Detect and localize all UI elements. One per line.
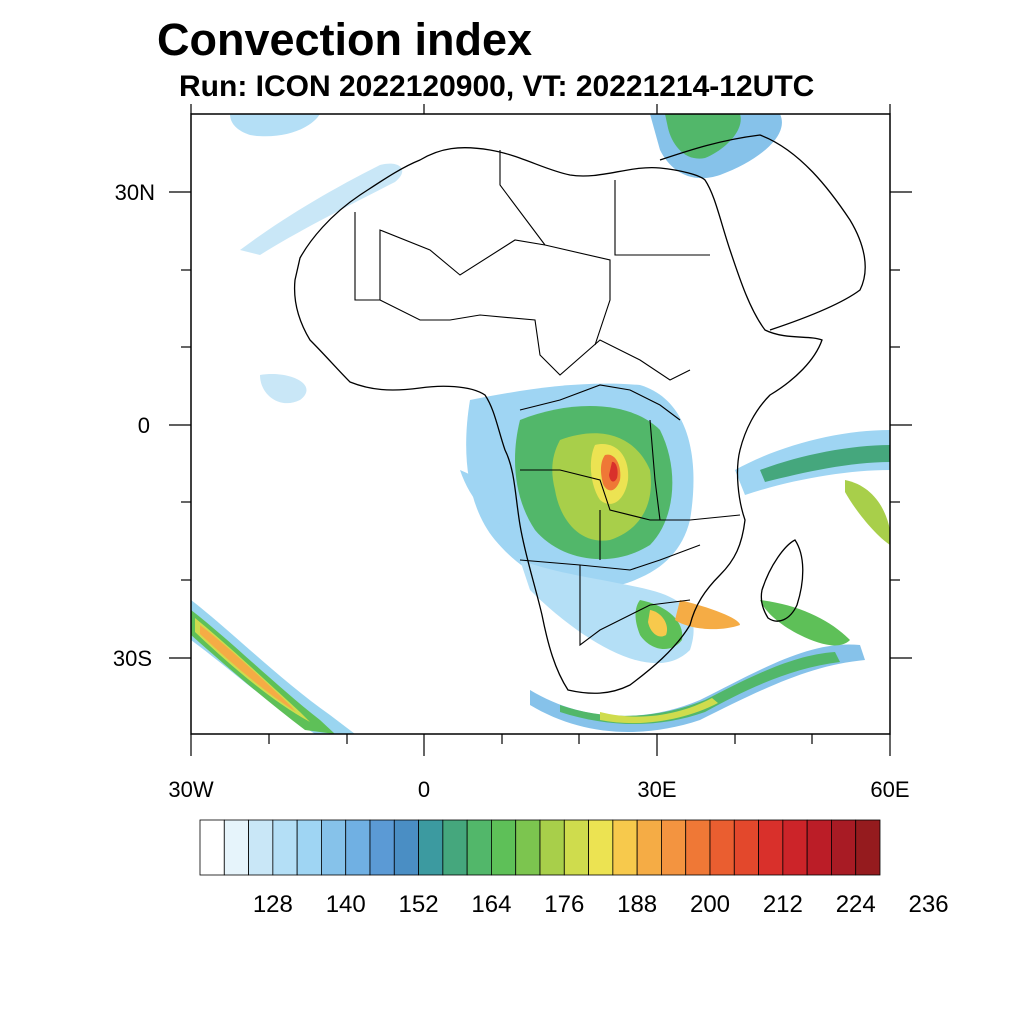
colorbar-swatch (466, 819, 492, 876)
colorbar-swatch (393, 819, 419, 876)
colorbar-label: 188 (617, 891, 657, 918)
y-tick-label: 30S (113, 646, 152, 671)
x-tick-label: 30E (637, 777, 676, 802)
coastlines (293, 134, 866, 694)
colorbar-swatch (248, 819, 274, 876)
colorbar (199, 819, 881, 876)
colorbar-swatch (418, 819, 444, 876)
colorbar-swatch (272, 819, 298, 876)
colorbar-swatch (806, 819, 832, 876)
colorbar-label: 200 (690, 891, 730, 918)
x-tick-label: 60E (870, 777, 909, 802)
colorbar-swatch (636, 819, 662, 876)
country-borders (354, 150, 741, 647)
colorbar-swatch (296, 819, 322, 876)
colorbar-swatch (612, 819, 638, 876)
x-tick-label: 0 (418, 777, 430, 802)
colorbar-swatch (539, 819, 565, 876)
colorbar-label: 128 (253, 891, 293, 918)
colorbar-label: 224 (836, 891, 876, 918)
colorbar-label: 212 (763, 891, 803, 918)
colorbar-label: 152 (399, 891, 439, 918)
colorbar-swatch (661, 819, 687, 876)
colorbar-label: 140 (326, 891, 366, 918)
colorbar-swatch (733, 819, 759, 876)
map-frame (190, 113, 891, 735)
colorbar-labels: 128 140 152 164 176 188 200 212 224 236 (253, 891, 949, 918)
colorbar-swatch (709, 819, 735, 876)
colorbar-swatch (758, 819, 784, 876)
x-tick-label: 30W (168, 777, 213, 802)
colorbar-swatch (369, 819, 395, 876)
colorbar-label: 236 (909, 891, 949, 918)
colorbar-swatch (685, 819, 711, 876)
convection-field (191, 114, 890, 734)
colorbar-label: 176 (544, 891, 584, 918)
colorbar-swatch (223, 819, 249, 876)
colorbar-swatch (442, 819, 468, 876)
colorbar-swatch (199, 819, 225, 876)
colorbar-swatch (515, 819, 541, 876)
colorbar-swatch (782, 819, 808, 876)
colorbar-swatch (563, 819, 589, 876)
chart-title: Convection index (157, 14, 533, 65)
colorbar-swatch (855, 819, 881, 876)
chart-subtitle: Run: ICON 2022120900, VT: 20221214-12UTC (179, 70, 815, 103)
colorbar-swatch (345, 819, 371, 876)
colorbar-swatch (588, 819, 614, 876)
y-tick-label: 30N (115, 180, 155, 205)
colorbar-swatch (491, 819, 517, 876)
colorbar-label: 164 (471, 891, 511, 918)
colorbar-swatch (321, 819, 347, 876)
colorbar-swatch (831, 819, 857, 876)
y-tick-label: 0 (138, 413, 150, 438)
map-ticks (169, 104, 912, 756)
